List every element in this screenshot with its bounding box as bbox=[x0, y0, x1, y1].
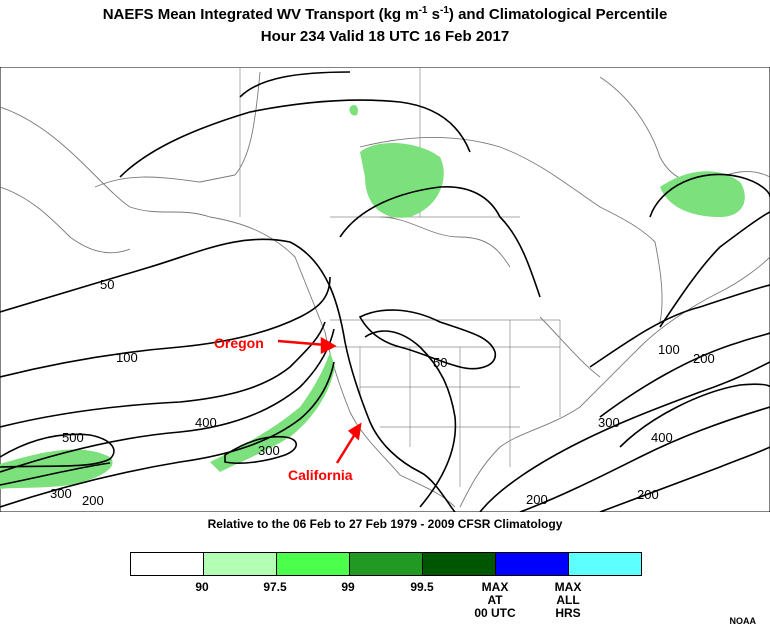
borders bbox=[239, 67, 561, 487]
legend-swatch bbox=[277, 553, 350, 575]
oregon-label: Oregon bbox=[214, 335, 264, 351]
legend-swatch bbox=[204, 553, 277, 575]
legend-label: 99 bbox=[341, 580, 355, 594]
contour-label: 50 bbox=[100, 277, 114, 292]
ivt-map: Oregon California 50 100 400 500 300 200… bbox=[0, 67, 770, 512]
percentile-legend bbox=[130, 552, 642, 576]
climatology-note: Relative to the 06 Feb to 27 Feb 1979 - … bbox=[207, 517, 563, 531]
chart-title-line1: NAEFS Mean Integrated WV Transport (kg m… bbox=[102, 5, 668, 24]
contour-label: 500 bbox=[62, 430, 84, 445]
credit-label: NOAA bbox=[729, 616, 757, 626]
contour-label: 300 bbox=[50, 486, 72, 501]
contour-label: 400 bbox=[195, 415, 217, 430]
contour-label: 300 bbox=[598, 415, 620, 430]
annotation-arrows bbox=[277, 336, 362, 464]
legend-swatch bbox=[423, 553, 496, 575]
contour-label: 100 bbox=[116, 350, 138, 365]
legend-swatch bbox=[496, 553, 569, 575]
legend-swatch bbox=[350, 553, 423, 575]
contour-labels: 50 100 400 500 300 200 50 100 200 300 40… bbox=[50, 277, 715, 508]
legend-swatch bbox=[569, 553, 641, 575]
legend-label: MAX ALL HRS bbox=[554, 580, 582, 620]
contour-label: 200 bbox=[526, 492, 548, 507]
contour-label: 100 bbox=[658, 342, 680, 357]
contour-label: 200 bbox=[693, 351, 715, 366]
legend-label: 97.5 bbox=[263, 580, 287, 594]
chart-title-line2: Hour 234 Valid 18 UTC 16 Feb 2017 bbox=[260, 28, 510, 45]
contour-label: 400 bbox=[651, 430, 673, 445]
legend-swatch bbox=[131, 553, 204, 575]
legend-label: MAX AT 00 UTC bbox=[474, 580, 516, 620]
contour-label: 200 bbox=[637, 487, 659, 502]
legend-label: 99.5 bbox=[410, 580, 434, 594]
contour-label: 300 bbox=[258, 443, 280, 458]
california-label: California bbox=[288, 467, 353, 483]
contour-label: 50 bbox=[433, 355, 447, 370]
legend-label: 90 bbox=[195, 580, 209, 594]
ivt-contours bbox=[0, 71, 770, 512]
coastlines bbox=[0, 71, 770, 508]
contour-label: 200 bbox=[82, 493, 104, 508]
